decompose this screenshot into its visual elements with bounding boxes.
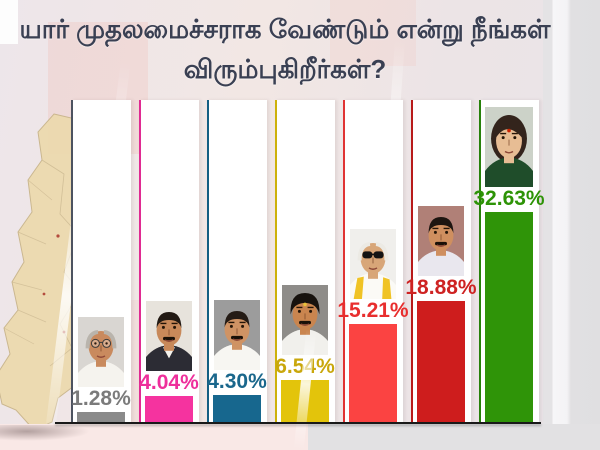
- track-edge-line: [411, 100, 413, 423]
- percent-label: 15.21%: [337, 299, 409, 322]
- percent-label: 4.30%: [207, 370, 267, 393]
- poll-question-line1: யார் முதலமைச்சராக வேண்டும் என்று நீங்கள்: [19, 14, 551, 44]
- percent-label: 32.63%: [473, 187, 545, 210]
- bar-track: 15.21%: [337, 100, 409, 423]
- floor-right: [308, 424, 600, 450]
- candidate-photo: [282, 285, 328, 355]
- track-edge-line: [139, 100, 141, 423]
- percent-label: 18.88%: [405, 276, 477, 299]
- bar-fill: [417, 301, 465, 423]
- bar-track: 18.88%: [405, 100, 477, 423]
- bar-track: 6.54%: [275, 100, 335, 423]
- percent-label: 1.28%: [71, 387, 131, 410]
- candidate-photo: [350, 229, 396, 299]
- bar-track: 4.04%: [139, 100, 199, 423]
- chart-baseline: [55, 422, 541, 424]
- bar-track: 4.30%: [207, 100, 267, 423]
- candidate-photo: [146, 301, 192, 371]
- floor-left: [0, 424, 310, 450]
- bar-fill: [485, 212, 533, 423]
- bar-fill: [77, 412, 125, 423]
- bar-fill: [213, 395, 261, 423]
- candidate-photo: [418, 206, 464, 276]
- candidate-photo: [485, 107, 533, 187]
- track-edge-line: [71, 100, 73, 423]
- floor-shadow: [0, 425, 90, 441]
- track-edge-line: [343, 100, 345, 423]
- track-edge-line: [275, 100, 277, 423]
- bar-track: 1.28%: [71, 100, 131, 423]
- candidate-photo: [78, 317, 124, 387]
- bar-fill: [281, 380, 329, 423]
- bar-track: 32.63%: [473, 100, 545, 423]
- bar-fill: [349, 324, 397, 423]
- poll-question: யார் முதலமைச்சராக வேண்டும் என்று நீங்கள்…: [0, 9, 570, 89]
- poll-question-line2: விரும்புகிறீர்கள்?: [183, 54, 387, 84]
- track-edge-line: [479, 100, 481, 423]
- percent-label: 6.54%: [275, 355, 335, 378]
- bar-fill: [145, 396, 193, 423]
- track-edge-line: [207, 100, 209, 423]
- percent-label: 4.04%: [139, 371, 199, 394]
- candidate-photo: [214, 300, 260, 370]
